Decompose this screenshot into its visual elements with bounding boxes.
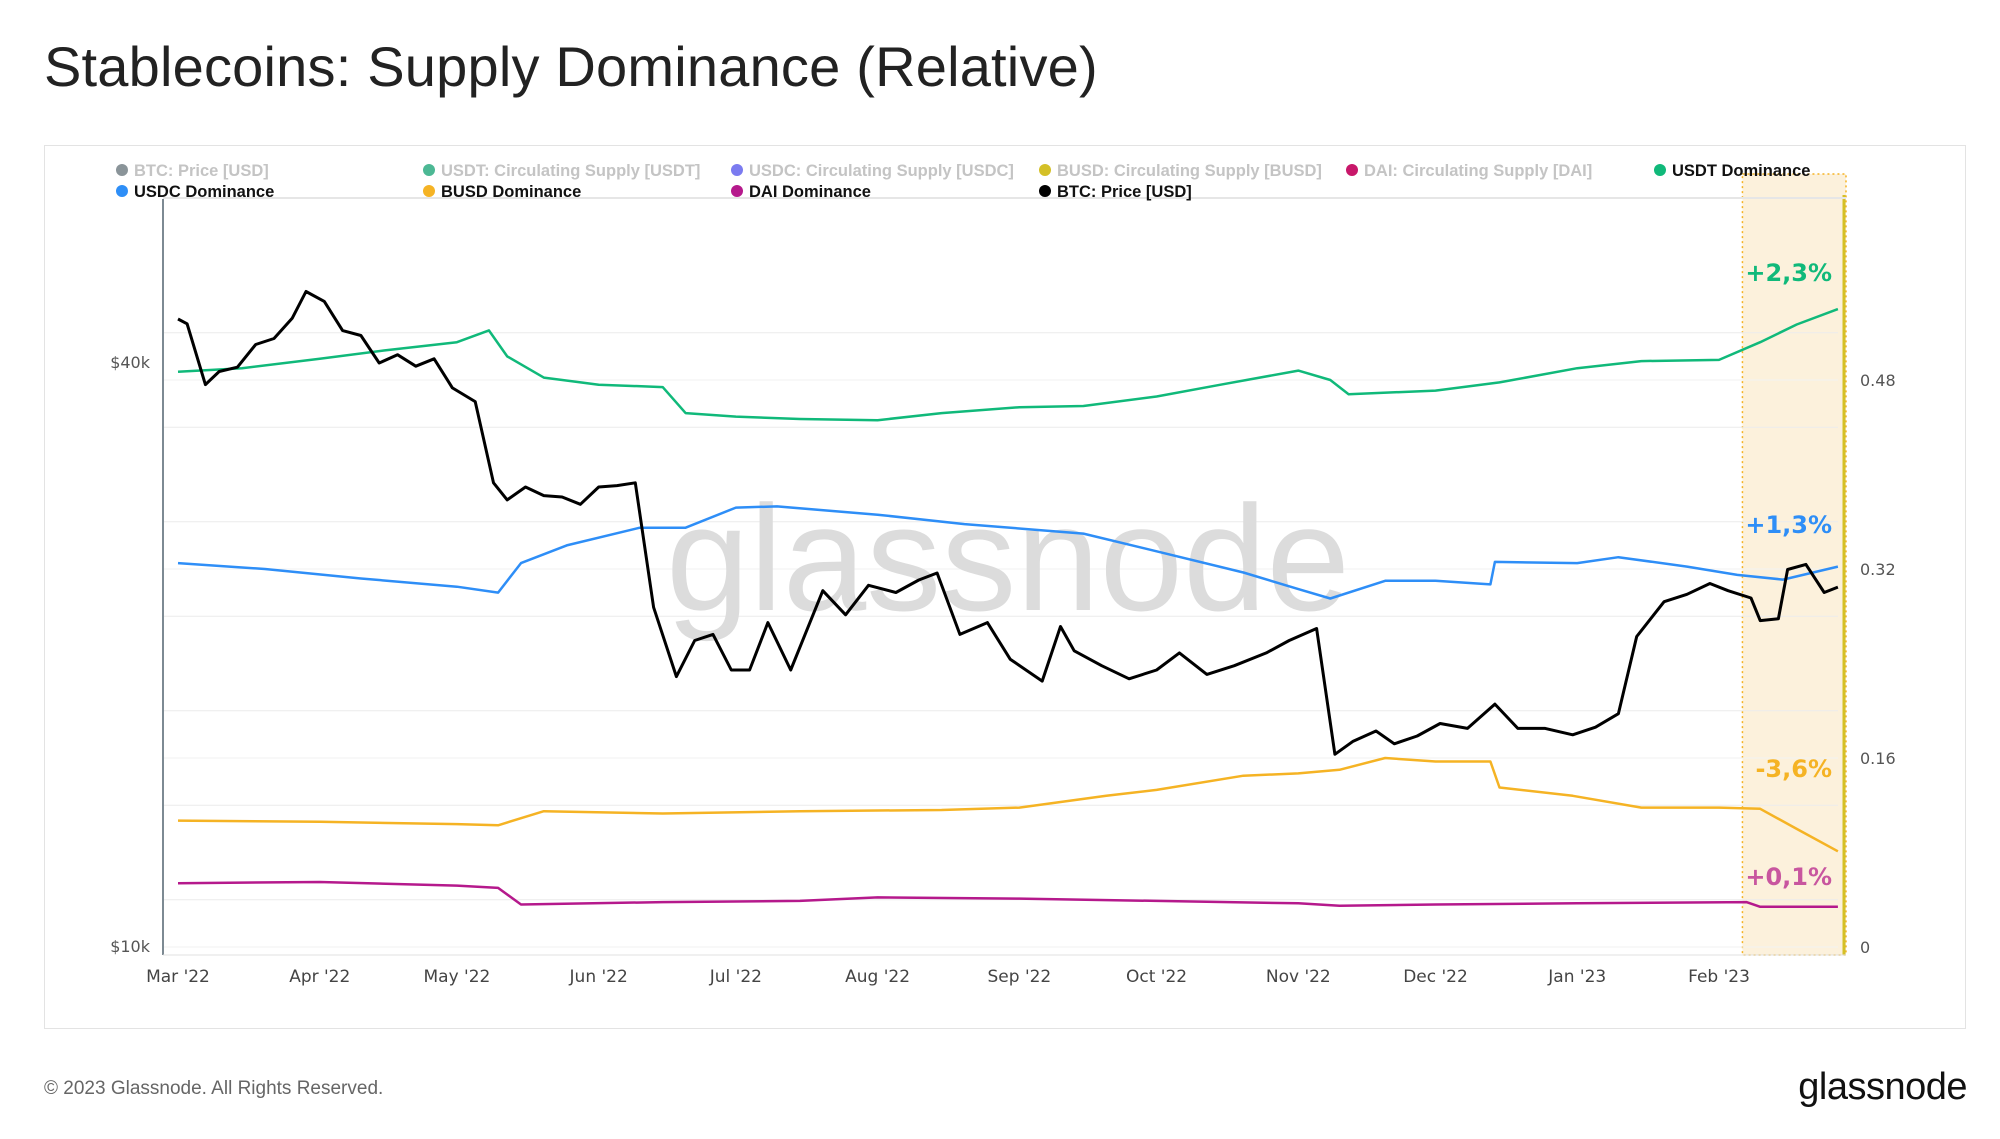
series-line-busd-dominance bbox=[177, 756, 1839, 853]
x-tick-label: Nov '22 bbox=[1266, 967, 1331, 987]
legend-dot-icon bbox=[423, 164, 435, 176]
legend-dot-icon bbox=[1039, 185, 1051, 197]
x-tick-label: Aug '22 bbox=[845, 967, 910, 987]
x-tick-label: Sep '22 bbox=[988, 967, 1052, 987]
x-tick-label: Mar '22 bbox=[146, 967, 210, 987]
legend-dot-icon bbox=[116, 185, 128, 197]
legend-dot-icon bbox=[423, 185, 435, 197]
x-tick-label: Oct '22 bbox=[1126, 967, 1187, 987]
legend-label: USDT Dominance bbox=[1672, 162, 1810, 180]
legend-item[interactable]: DAI: Circulating Supply [DAI] bbox=[1346, 162, 1592, 180]
change-label: +0,1% bbox=[1745, 863, 1832, 891]
y-right-tick-label: 0 bbox=[1860, 938, 1870, 957]
legend-label: BUSD: Circulating Supply [BUSD] bbox=[1057, 162, 1322, 180]
x-tick-label: Jun '22 bbox=[569, 967, 628, 987]
change-label: +1,3% bbox=[1745, 511, 1832, 539]
x-tick-label: Jan '23 bbox=[1547, 967, 1606, 987]
change-label: -3,6% bbox=[1755, 755, 1832, 783]
series-line-usdc-dominance bbox=[177, 505, 1839, 600]
copyright: © 2023 Glassnode. All Rights Reserved. bbox=[44, 1078, 384, 1099]
legend-item[interactable]: USDC: Circulating Supply [USDC] bbox=[731, 162, 1014, 180]
legend-label: DAI Dominance bbox=[749, 183, 871, 201]
y-right-tick-label: 0.16 bbox=[1860, 749, 1896, 768]
legend-item[interactable]: USDT Dominance bbox=[1654, 162, 1810, 180]
legend-dot-icon bbox=[731, 164, 743, 176]
legend-dot-icon bbox=[1654, 164, 1666, 176]
legend-dot-icon bbox=[116, 164, 128, 176]
legend-item[interactable]: BUSD Dominance bbox=[423, 183, 581, 201]
legend-label: BTC: Price [USD] bbox=[134, 162, 269, 180]
watermark: glassnode bbox=[666, 474, 1350, 642]
glassnode-logo: glassnode bbox=[1798, 1066, 1967, 1108]
x-tick-label: May '22 bbox=[424, 967, 491, 987]
y-left-tick-label: $10k bbox=[110, 937, 151, 956]
legend-label: DAI: Circulating Supply [DAI] bbox=[1364, 162, 1592, 180]
y-left-tick-label: $40k bbox=[110, 353, 151, 372]
x-tick-label: Jul '22 bbox=[709, 967, 762, 987]
x-tick-label: Dec '22 bbox=[1403, 967, 1468, 987]
legend-label: USDT: Circulating Supply [USDT] bbox=[441, 162, 700, 180]
y-right-tick-label: 0.32 bbox=[1860, 560, 1896, 579]
series-line-usdt-dominance bbox=[177, 307, 1839, 422]
legend: BTC: Price [USD] USDT: Circulating Supply… bbox=[116, 162, 1810, 201]
chart-frame bbox=[44, 145, 1966, 1029]
legend-item[interactable]: USDT: Circulating Supply [USDT] bbox=[423, 162, 700, 180]
legend-item[interactable]: DAI Dominance bbox=[731, 183, 871, 201]
legend-dot-icon bbox=[1039, 164, 1051, 176]
legend-label: USDC Dominance bbox=[134, 183, 274, 201]
legend-item[interactable]: BUSD: Circulating Supply [BUSD] bbox=[1039, 162, 1322, 180]
legend-dot-icon bbox=[731, 185, 743, 197]
series-line-dai-dominance bbox=[177, 880, 1838, 909]
legend-label: USDC: Circulating Supply [USDC] bbox=[749, 162, 1014, 180]
x-tick-label: Apr '22 bbox=[289, 967, 350, 987]
legend-item[interactable]: BTC: Price [USD] bbox=[116, 162, 269, 180]
legend-item[interactable]: BTC: Price [USD] bbox=[1039, 183, 1192, 201]
change-label: +2,3% bbox=[1745, 259, 1832, 287]
highlight-region bbox=[1741, 173, 1847, 956]
legend-label: BTC: Price [USD] bbox=[1057, 183, 1192, 201]
y-right-tick-label: 0.48 bbox=[1860, 371, 1896, 390]
series-line-btc-price-usd bbox=[177, 290, 1839, 756]
legend-label: BUSD Dominance bbox=[441, 183, 581, 201]
x-tick-label: Feb '23 bbox=[1688, 967, 1750, 987]
page-title: Stablecoins: Supply Dominance (Relative) bbox=[44, 35, 1098, 98]
legend-dot-icon bbox=[1346, 164, 1358, 176]
legend-item[interactable]: USDC Dominance bbox=[116, 183, 274, 201]
